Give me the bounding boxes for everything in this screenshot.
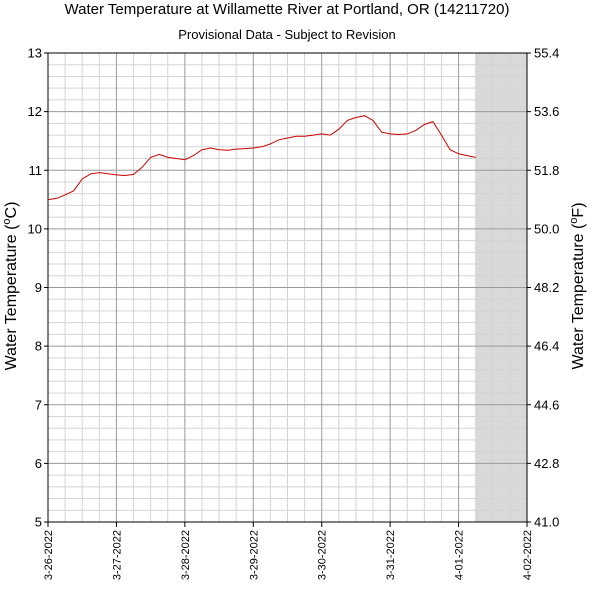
y-tick-label-left: 5: [35, 515, 42, 530]
y-tick-label-left: 9: [35, 280, 42, 295]
x-tick-label: 4-01-2022: [454, 530, 466, 580]
y-tick-label-left: 12: [28, 104, 42, 119]
x-tick-label: 3-31-2022: [385, 530, 397, 580]
y-axis-left-label: Water Temperature (oC): [1, 202, 20, 371]
x-axis: 3-26-2022 3-27-2022 3-28-2022 3-29-2022 3-30…: [43, 522, 534, 580]
y-axis-right-label: Water Temperature (oF): [568, 202, 587, 369]
y-tick-label-right: 42.8: [534, 456, 559, 471]
chart-subtitle: Provisional Data - Subject to Revision: [178, 27, 396, 42]
y-tick-label-left: 11: [29, 163, 43, 178]
y-tick-label-right: 48.2: [534, 280, 559, 295]
y-tick-label-right: 46.4: [534, 339, 559, 354]
x-tick-label: 3-29-2022: [248, 530, 260, 580]
x-tick-label: 3-28-2022: [180, 530, 192, 580]
series-line-0: [47, 115, 476, 201]
x-tick-label: 3-30-2022: [317, 530, 329, 580]
x-tick-label: 3-26-2022: [43, 530, 55, 580]
y-tick-label-right: 41.0: [534, 515, 559, 530]
x-tick-label: 3-27-2022: [111, 530, 123, 580]
y-tick-label-right: 53.6: [534, 104, 559, 119]
x-tick-label: 4-02-2022: [522, 530, 534, 580]
series-layer: [47, 115, 476, 201]
y-tick-label-left: 13: [28, 46, 42, 61]
y-axis-left: 5 6 7 8 9 10 11 12 13: [28, 46, 48, 530]
y-tick-label-right: 50.0: [534, 221, 559, 236]
grid: [48, 53, 527, 522]
y-tick-label-left: 7: [35, 397, 42, 412]
y-tick-label-left: 8: [35, 339, 42, 354]
y-axis-right: 41.0 42.8 44.6 46.4 48.2 50.0 51.8 53.6 55.4: [527, 46, 559, 530]
y-tick-label-right: 51.8: [534, 163, 559, 178]
y-tick-label-right: 55.4: [534, 46, 559, 61]
y-tick-label-left: 6: [35, 456, 42, 471]
chart-title: Water Temperature at Willamette River at…: [65, 1, 510, 18]
y-tick-label-left: 10: [28, 221, 42, 236]
y-tick-label-right: 44.6: [534, 397, 559, 412]
